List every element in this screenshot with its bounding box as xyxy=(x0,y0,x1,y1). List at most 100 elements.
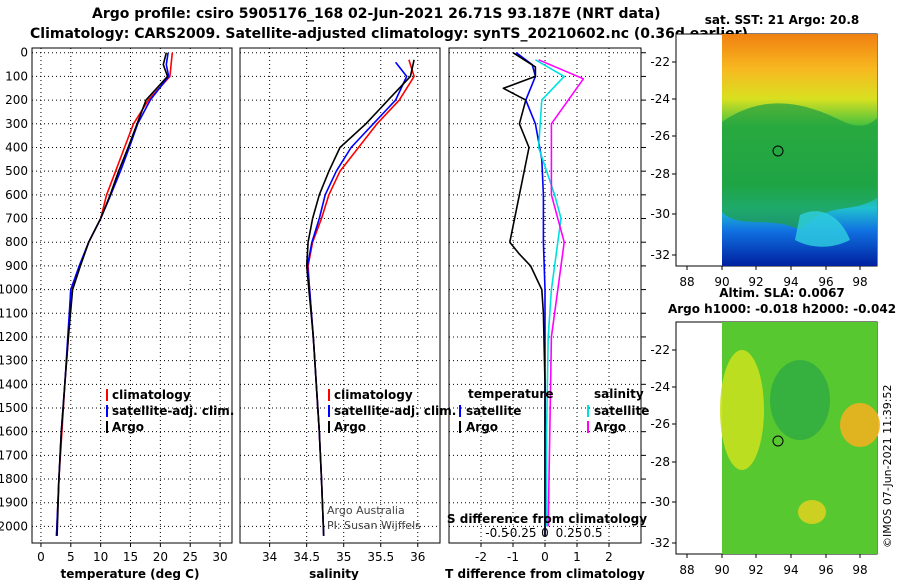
x-tick-label: 10 xyxy=(93,550,108,564)
credit: ©IMOS 07-Jun-2021 11:39:52 xyxy=(881,384,894,548)
difference-x2label: S difference from climatology xyxy=(447,512,647,526)
x-tick-label: -1 xyxy=(507,550,519,564)
sst-map-cyan-patch xyxy=(795,211,850,247)
sla-map-argo-marker xyxy=(772,435,784,447)
series-line-climatology xyxy=(55,52,174,536)
x2-tick-label: 0.25 xyxy=(556,526,583,540)
map-x-tick-label: 92 xyxy=(748,563,763,577)
map-x-tick-label: 94 xyxy=(783,563,798,577)
depth-tick-label: 1500 xyxy=(0,401,28,415)
depth-tick-label: 1600 xyxy=(0,425,28,439)
sst-map: sat. SST: 21 Argo: 20.8 88 90 92 94 96 98 -22 -… xyxy=(650,13,878,289)
map-x-tick-label: 92 xyxy=(748,275,763,289)
x-tick-label: 5 xyxy=(67,550,75,564)
x-tick-label: 25 xyxy=(183,550,198,564)
map-y-tick-label: -22 xyxy=(650,55,670,69)
x-tick-label: 2 xyxy=(605,550,613,564)
sla-map-yellow-west xyxy=(720,350,764,470)
depth-tick-label: 1700 xyxy=(0,448,28,462)
series-line-satellite-adj-clim- xyxy=(55,52,170,536)
sst-map-title: sat. SST: 21 Argo: 20.8 xyxy=(705,13,859,27)
map-y-tick-label: -28 xyxy=(650,455,670,469)
temperature-xlabel: temperature (deg C) xyxy=(61,567,200,580)
x-tick-label: 15 xyxy=(123,550,138,564)
x-tick-label: 34.5 xyxy=(293,550,320,564)
x2-tick-label: -0.25 xyxy=(505,526,536,540)
temperature-legend: climatology satellite-adj. clim. Argo xyxy=(106,388,234,434)
x-tick-label: 20 xyxy=(153,550,168,564)
depth-tick-label: 2000 xyxy=(0,519,28,533)
sla-map-title-2: Argo h1000: -0.018 h2000: -0.042 xyxy=(668,302,896,316)
salinity-xlabel: salinity xyxy=(309,567,359,580)
salinity-legend: climatology satellite-adj. clim. Argo Ar… xyxy=(327,388,456,532)
legend-label-argo: Argo xyxy=(112,420,144,434)
map-x-tick-label: 96 xyxy=(818,275,833,289)
legend-label-t-satellite: satellite xyxy=(466,404,521,418)
depth-tick-label: 1800 xyxy=(0,472,28,486)
depth-tick-label: 700 xyxy=(5,212,28,226)
map-y-tick-label: -26 xyxy=(650,417,670,431)
temperature-panel-frame xyxy=(31,47,233,544)
x-tick-label: -2 xyxy=(475,550,487,564)
depth-tick-label: 1300 xyxy=(0,354,28,368)
sst-map-argo-marker xyxy=(772,145,784,157)
title-line-1: Argo profile: csiro 5905176_168 02-Jun-2… xyxy=(92,6,661,22)
difference-legend: temperature salinity satellite Argo sate… xyxy=(459,387,649,434)
depth-tick-label: 1000 xyxy=(0,283,28,297)
depth-tick-label: 900 xyxy=(5,259,28,273)
x-tick-label: 36 xyxy=(410,550,425,564)
sla-map-orange-east xyxy=(840,403,880,447)
map-x-tick-label: 96 xyxy=(818,563,833,577)
salinity-panel-frame xyxy=(239,47,441,544)
map-y-tick-label: -24 xyxy=(650,92,670,106)
map-y-tick-label: -32 xyxy=(650,248,670,262)
map-y-tick-label: -30 xyxy=(650,495,670,509)
legend-title-salinity: salinity xyxy=(594,387,644,401)
legend-title-temperature: temperature xyxy=(468,387,553,401)
series-line-s-satellite xyxy=(535,59,566,527)
map-y-tick-label: -28 xyxy=(650,167,670,181)
series-line-s-argo xyxy=(538,59,585,527)
annotation-pi: PI: Susan Wijffels xyxy=(327,519,421,532)
depth-tick-label: 1400 xyxy=(0,377,28,391)
depth-tick-label: 1900 xyxy=(0,496,28,510)
x2-tick-label: 0.5 xyxy=(583,526,602,540)
map-y-tick-label: -22 xyxy=(650,343,670,357)
x2-tick-label: -0.5 xyxy=(485,526,508,540)
sla-map-title-1: Altim. SLA: 0.0067 xyxy=(719,286,845,300)
annotation-argo-australia: Argo Australia xyxy=(327,504,405,517)
sst-map-green-patch xyxy=(722,103,877,230)
series-line-t-argo xyxy=(502,52,546,536)
sla-map-yellow-south xyxy=(798,500,826,524)
depth-tick-label: 200 xyxy=(5,93,28,107)
depth-tick-label: 400 xyxy=(5,140,28,154)
depth-tick-label: 100 xyxy=(5,69,28,83)
depth-tick-label: 0 xyxy=(20,46,28,60)
depth-tick-label: 500 xyxy=(5,164,28,178)
series-line-argo xyxy=(56,52,169,536)
x-tick-label: 34 xyxy=(262,550,277,564)
map-x-tick-label: 88 xyxy=(679,563,694,577)
series-line-argo xyxy=(305,59,415,536)
map-x-tick-label: 90 xyxy=(714,275,729,289)
legend-label-climatology: climatology xyxy=(112,388,191,402)
legend-label-satellite: satellite-adj. clim. xyxy=(112,404,234,418)
map-y-tick-label: -26 xyxy=(650,129,670,143)
map-y-tick-label: -30 xyxy=(650,207,670,221)
x-tick-label: 35.5 xyxy=(367,550,394,564)
sla-map-dark-patch xyxy=(770,360,830,440)
x-tick-label: 30 xyxy=(212,550,227,564)
legend-label-argo: Argo xyxy=(334,420,366,434)
map-x-tick-label: 98 xyxy=(852,563,867,577)
depth-tick-label: 300 xyxy=(5,117,28,131)
difference-xlabel: T difference from climatology xyxy=(445,567,645,580)
x-tick-label: 0 xyxy=(37,550,45,564)
map-x-tick-label: 88 xyxy=(679,275,694,289)
legend-label-t-argo: Argo xyxy=(466,420,498,434)
series-line-climatology xyxy=(307,59,415,536)
series-line-satellite-adj-clim- xyxy=(306,61,408,536)
depth-tick-label: 800 xyxy=(5,235,28,249)
sla-map: Altim. SLA: 0.0067 Argo h1000: -0.018 h2… xyxy=(650,286,896,577)
map-x-tick-label: 90 xyxy=(714,563,729,577)
